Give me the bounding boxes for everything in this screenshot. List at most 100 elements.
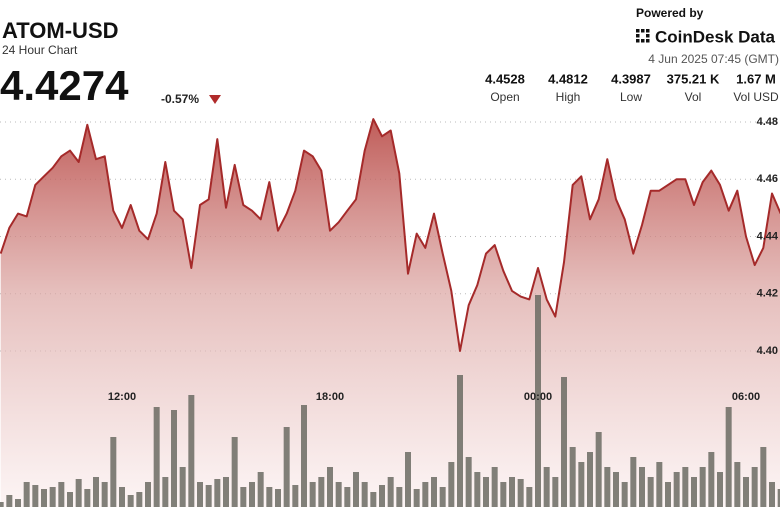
stat-value: 4.3987 — [611, 71, 651, 86]
volume-bar — [743, 477, 749, 507]
volume-bar — [145, 482, 151, 507]
date: 4 Jun 2025 07:45 (GMT) — [648, 52, 779, 66]
volume-bar — [777, 489, 780, 507]
x-tick-label: 00:00 — [524, 391, 552, 403]
volume-bar — [691, 477, 697, 507]
stat-value: 4.4528 — [485, 71, 525, 86]
y-tick-label: 4.40 — [757, 345, 778, 357]
volume-bar — [301, 405, 307, 507]
volume-bar — [413, 489, 420, 507]
volume-bar — [465, 457, 472, 507]
volume-bar — [457, 375, 463, 507]
volume-bar — [656, 462, 663, 507]
volume-bar — [431, 477, 437, 507]
volume-bar — [699, 467, 706, 507]
volume-bar — [75, 479, 82, 507]
volume-bar — [153, 407, 160, 507]
volume-bar — [292, 485, 299, 507]
volume-bar — [630, 457, 637, 507]
volume-bar — [760, 447, 767, 507]
stat-label: Vol USD — [733, 90, 779, 104]
volume-bar — [240, 487, 247, 507]
volume-bar — [734, 462, 741, 507]
volume-bar — [361, 482, 368, 507]
volume-bar — [231, 437, 238, 507]
volume-bar — [327, 467, 333, 507]
area-fill — [0, 119, 780, 507]
x-tick-label: 12:00 — [108, 391, 136, 403]
volume-bar — [119, 487, 125, 507]
volume-bar — [15, 499, 21, 507]
stat-label: Low — [620, 90, 642, 104]
volume-bar — [49, 487, 56, 507]
volume-bar — [396, 487, 403, 507]
volume-bar — [682, 467, 689, 507]
volume-bar — [0, 502, 4, 507]
volume-bar — [266, 487, 273, 507]
volume-bar — [136, 492, 143, 507]
change: -0.57% — [161, 92, 199, 106]
volume-bar — [6, 495, 13, 507]
volume-bar — [353, 472, 359, 507]
volume-bar — [474, 472, 481, 507]
brand: CoinDesk Data — [655, 27, 776, 46]
volume-bar — [127, 495, 134, 507]
volume-bar — [769, 482, 775, 507]
volume-bar — [58, 482, 65, 507]
volume-bar — [526, 487, 533, 507]
volume-bar — [93, 477, 99, 507]
stat-label: Vol — [685, 90, 702, 104]
volume-bar — [578, 462, 585, 507]
volume-bar — [647, 477, 654, 507]
volume-bar — [595, 432, 602, 507]
x-tick-label: 18:00 — [316, 391, 344, 403]
powered-by: Powered by — [636, 6, 704, 20]
volume-bar — [613, 472, 619, 507]
volume-bar — [535, 295, 541, 507]
volume-bar — [422, 482, 429, 507]
y-tick-label: 4.46 — [757, 173, 778, 185]
volume-bar — [448, 462, 455, 507]
volume-bar — [275, 489, 281, 507]
volume-bar — [249, 482, 255, 507]
volume-bar — [23, 482, 30, 507]
stat-value: 375.21 K — [667, 71, 720, 86]
volume-bar — [162, 477, 169, 507]
volume-bar — [214, 479, 221, 507]
volume-bar — [379, 485, 385, 507]
volume-bar — [604, 467, 611, 507]
chart-subtitle: 24 Hour Chart — [2, 43, 78, 57]
volume-bar — [101, 482, 108, 507]
volume-bar — [283, 427, 290, 507]
volume-bar — [561, 377, 567, 507]
volume-bar — [205, 485, 212, 507]
stats: 4.4528 Open 4.4812 High 4.3987 Low 375.21 K Vol… — [485, 71, 779, 104]
volume-bar — [405, 452, 411, 507]
logo-icon — [636, 29, 650, 43]
volume-bar — [543, 467, 550, 507]
volume-bar — [84, 489, 91, 507]
volume-bar — [197, 482, 203, 507]
y-tick-label: 4.42 — [757, 288, 778, 300]
volume-bar — [517, 479, 524, 507]
stat-label: Open — [490, 90, 519, 104]
stat-value: 4.4812 — [548, 71, 588, 86]
volume-bar — [110, 437, 117, 507]
volume-bar — [188, 395, 195, 507]
volume-bar — [509, 477, 515, 507]
stat-label: High — [556, 90, 581, 104]
price-line — [0, 118, 780, 352]
volume-bar — [483, 477, 489, 507]
chart-title: ATOM-USD — [2, 18, 119, 43]
volume-bar — [569, 447, 576, 507]
volume-bar — [335, 482, 342, 507]
volume-bar — [171, 410, 177, 507]
volume-bar — [500, 482, 507, 507]
volume-bar — [665, 482, 671, 507]
volume-bars — [0, 295, 780, 507]
volume-bar — [552, 477, 559, 507]
y-tick-label: 4.48 — [757, 116, 778, 128]
volume-bar — [179, 467, 186, 507]
x-tick-label: 06:00 — [732, 391, 760, 403]
